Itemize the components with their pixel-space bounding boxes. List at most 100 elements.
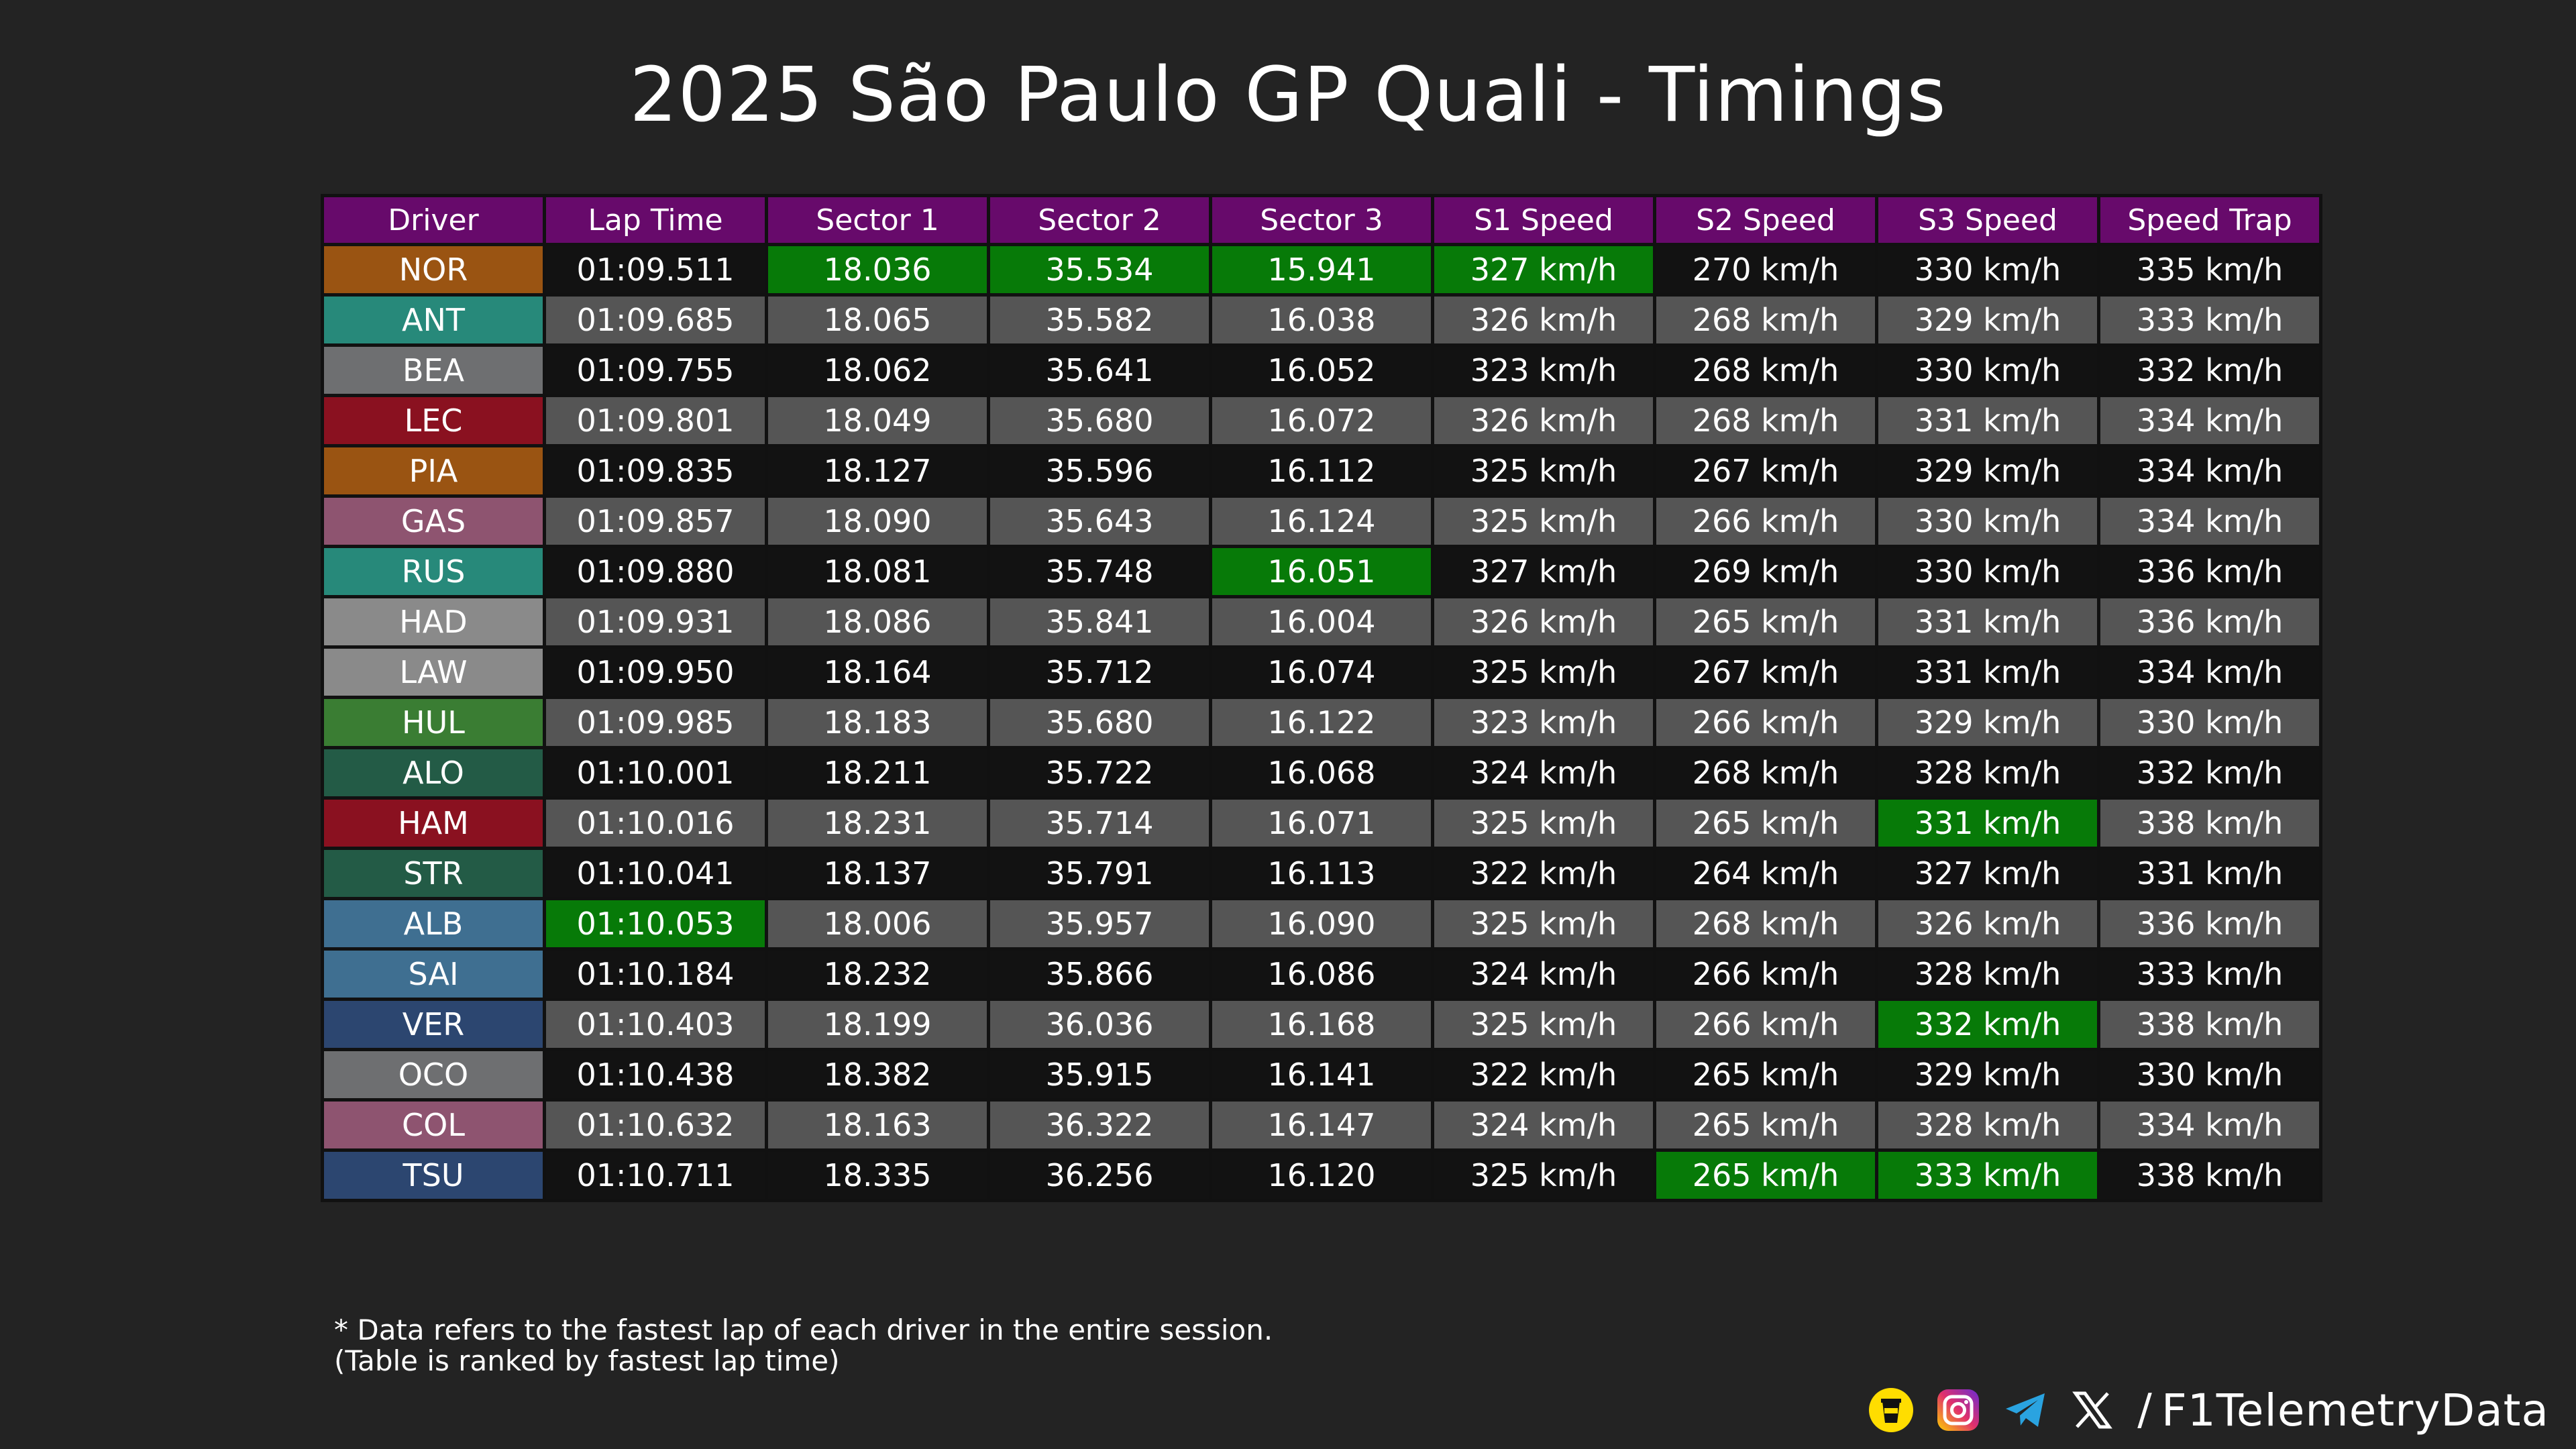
column-header: Speed Trap: [2097, 194, 2322, 246]
table-cell: 18.086: [765, 595, 990, 649]
table-cell: 18.211: [765, 746, 990, 800]
table-row: BEA 01:09.755 18.062 35.641 16.052 323 km/h 26…: [321, 343, 2322, 397]
table-cell: 35.534: [987, 243, 1212, 297]
table-cell: 01:10.001: [543, 746, 768, 800]
table-cell: 336 km/h: [2097, 897, 2322, 951]
driver-cell: OCO: [321, 1048, 546, 1102]
table-cell: 36.256: [987, 1148, 1212, 1202]
table-cell: 36.036: [987, 998, 1212, 1051]
driver-cell: RUS: [321, 545, 546, 598]
table-cell: 35.714: [987, 796, 1212, 850]
table-cell: 16.112: [1209, 444, 1434, 498]
table-row: STR 01:10.041 18.137 35.791 16.113 322 km/h 26…: [321, 847, 2322, 900]
table-cell: 01:10.438: [543, 1048, 768, 1102]
table-cell: 35.791: [987, 847, 1212, 900]
table-cell: 16.072: [1209, 394, 1434, 447]
table-cell: 330 km/h: [1875, 243, 2100, 297]
table-cell: 16.051: [1209, 545, 1434, 598]
table-cell: 324 km/h: [1431, 746, 1656, 800]
table-cell: 01:10.184: [543, 947, 768, 1001]
table-cell: 266 km/h: [1653, 998, 1878, 1051]
table-cell: 01:10.016: [543, 796, 768, 850]
table-cell: 35.748: [987, 545, 1212, 598]
column-header: Lap Time: [543, 194, 768, 246]
table-cell: 01:09.835: [543, 444, 768, 498]
table-cell: 334 km/h: [2097, 1098, 2322, 1152]
table-cell: 332 km/h: [1875, 998, 2100, 1051]
table-row: HUL 01:09.985 18.183 35.680 16.122 323 km/h 26…: [321, 696, 2322, 749]
table-cell: 268 km/h: [1653, 293, 1878, 347]
table-cell: 01:10.711: [543, 1148, 768, 1202]
table-cell: 331 km/h: [1875, 796, 2100, 850]
table-cell: 18.127: [765, 444, 990, 498]
buymeacoffee-icon: [1869, 1388, 1914, 1432]
table-cell: 332 km/h: [2097, 343, 2322, 397]
table-cell: 327 km/h: [1431, 243, 1656, 297]
table-cell: 16.090: [1209, 897, 1434, 951]
table-cell: 16.141: [1209, 1048, 1434, 1102]
column-header: Sector 1: [765, 194, 990, 246]
table-cell: 325 km/h: [1431, 444, 1656, 498]
table-row: ANT 01:09.685 18.065 35.582 16.038 326 km/h 26…: [321, 293, 2322, 347]
table-cell: 325 km/h: [1431, 998, 1656, 1051]
column-header: S2 Speed: [1653, 194, 1878, 246]
table-cell: 36.322: [987, 1098, 1212, 1152]
table-cell: 333 km/h: [2097, 293, 2322, 347]
table-cell: 267 km/h: [1653, 645, 1878, 699]
table-cell: 334 km/h: [2097, 394, 2322, 447]
table-cell: 333 km/h: [1875, 1148, 2100, 1202]
table-cell: 330 km/h: [1875, 343, 2100, 397]
table-cell: 326 km/h: [1431, 394, 1656, 447]
table-cell: 18.382: [765, 1048, 990, 1102]
table-cell: 18.232: [765, 947, 990, 1001]
table-cell: 326 km/h: [1431, 595, 1656, 649]
column-header: Sector 2: [987, 194, 1212, 246]
table-cell: 01:09.931: [543, 595, 768, 649]
table-cell: 18.065: [765, 293, 990, 347]
table-cell: 336 km/h: [2097, 545, 2322, 598]
table-cell: 16.168: [1209, 998, 1434, 1051]
table-cell: 16.113: [1209, 847, 1434, 900]
driver-cell: ALB: [321, 897, 546, 951]
table-row: GAS 01:09.857 18.090 35.643 16.124 325 km/h 26…: [321, 494, 2322, 548]
table-row: COL 01:10.632 18.163 36.322 16.147 324 km/h 26…: [321, 1098, 2322, 1152]
table-cell: 01:09.857: [543, 494, 768, 548]
table-cell: 01:10.041: [543, 847, 768, 900]
table-cell: 329 km/h: [1875, 444, 2100, 498]
table-cell: 35.680: [987, 394, 1212, 447]
table-cell: 328 km/h: [1875, 1098, 2100, 1152]
driver-cell: GAS: [321, 494, 546, 548]
table-cell: 01:09.985: [543, 696, 768, 749]
table-cell: 35.712: [987, 645, 1212, 699]
table-cell: 18.006: [765, 897, 990, 951]
table-cell: 18.231: [765, 796, 990, 850]
table-cell: 16.052: [1209, 343, 1434, 397]
table-cell: 18.183: [765, 696, 990, 749]
table-cell: 16.004: [1209, 595, 1434, 649]
table-cell: 265 km/h: [1653, 1048, 1878, 1102]
driver-cell: HUL: [321, 696, 546, 749]
table-cell: 322 km/h: [1431, 1048, 1656, 1102]
table-cell: 323 km/h: [1431, 696, 1656, 749]
table-cell: 18.049: [765, 394, 990, 447]
table-cell: 18.081: [765, 545, 990, 598]
driver-cell: STR: [321, 847, 546, 900]
instagram-icon: [1937, 1389, 1980, 1431]
table-cell: 265 km/h: [1653, 796, 1878, 850]
driver-cell: HAM: [321, 796, 546, 850]
table-cell: 270 km/h: [1653, 243, 1878, 297]
table-cell: 325 km/h: [1431, 494, 1656, 548]
driver-cell: COL: [321, 1098, 546, 1152]
table-cell: 325 km/h: [1431, 1148, 1656, 1202]
footnote-line-2: (Table is ranked by fastest lap time): [334, 1344, 840, 1377]
table-row: PIA 01:09.835 18.127 35.596 16.112 325 km/h 26…: [321, 444, 2322, 498]
table-cell: 16.086: [1209, 947, 1434, 1001]
table-cell: 16.038: [1209, 293, 1434, 347]
table-row: HAD 01:09.931 18.086 35.841 16.004 326 km/h 26…: [321, 595, 2322, 649]
table-cell: 330 km/h: [1875, 494, 2100, 548]
table-row: LEC 01:09.801 18.049 35.680 16.072 326 km/h 26…: [321, 394, 2322, 447]
table-cell: 265 km/h: [1653, 595, 1878, 649]
table-cell: 330 km/h: [2097, 696, 2322, 749]
table-cell: 338 km/h: [2097, 1148, 2322, 1202]
driver-cell: PIA: [321, 444, 546, 498]
